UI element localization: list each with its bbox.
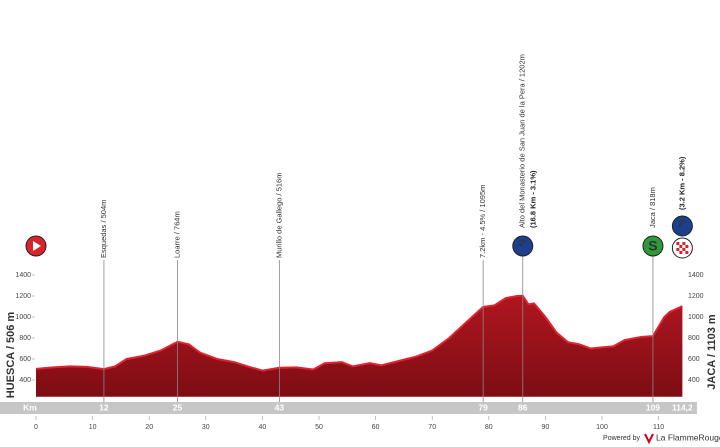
y-tick-label-right: 1200 [688,293,704,300]
waypoint-label: Loarre / 764m [172,211,181,258]
waypoint-label: Esquedas / 504m [99,200,108,258]
x-tick-label: 40 [259,424,267,431]
km-marker: 86 [518,402,528,412]
y-tick-label-right: 1400 [688,272,704,279]
elevation-area [36,295,683,397]
climb-category: 2ª [679,219,686,228]
y-tick-label: 1000 [15,314,31,321]
checker [676,242,680,245]
x-tick-label: 90 [542,424,550,431]
checker [682,242,686,245]
elevation-edge [35,294,683,372]
y-tick-label-right: 800 [688,335,700,342]
x-tick-label: 0 [34,424,38,431]
x-tick-label: 100 [596,424,608,431]
powered-by: Powered by [603,435,640,442]
y-tick-label: 800 [19,335,31,342]
waypoint-label: Alto del Monasterio de San Juan de la Pe… [518,54,527,228]
logo-icon [644,433,654,445]
km-marker: 109 [646,402,660,412]
checker [679,245,683,248]
x-tick-label: 30 [202,424,210,431]
icon [642,235,664,257]
finish-km: 114,2 [672,402,693,412]
checker [676,248,680,251]
y-tick-label-right: 400 [688,377,700,384]
km-marker: 79 [478,402,488,412]
climb-category: 2ª [519,239,526,248]
waypoint-label: Murillo de Gallego / 516m [274,173,283,258]
icon [512,235,534,257]
x-tick-label: 20 [145,424,153,431]
x-tick-label: 60 [372,424,380,431]
sprint-icon: S [648,238,657,254]
icon [671,215,693,237]
y-tick-label: 1200 [15,293,31,300]
checker [682,248,686,251]
y-tick-label: 1400 [15,272,31,279]
y-tick-label: 600 [19,356,31,363]
brand: La FlammeRouge [656,432,720,442]
km-bar [0,402,697,414]
finish-climb: (3.2 Km - 8.2%) [677,156,686,210]
start-label: HUESCA / 506 m [5,312,17,399]
km-marker: 25 [173,402,183,412]
x-tick-label: 70 [428,424,436,431]
km-bar-label: Km [23,402,37,412]
waypoint-label: Jaca / 818m [648,187,657,228]
y-tick-label-right: 600 [688,356,700,363]
x-tick-label: 10 [89,424,97,431]
x-tick-label: 80 [485,424,493,431]
y-tick-label: 400 [19,377,31,384]
waypoint-label: 7.2km - 4.5% / 1095m [478,185,487,258]
finish-label: JACA / 1103 m [706,314,718,390]
y-tick-label-right: 1000 [688,314,704,321]
start-arrow [33,241,41,251]
km-marker: 12 [99,402,109,412]
checker [679,251,683,254]
checker [685,245,689,248]
x-tick-label: 50 [315,424,323,431]
x-tick-label: 110 [653,424,664,431]
checker [685,251,689,254]
waypoint-sublabel: (16.8 Km - 3.1%) [529,170,538,228]
km-marker: 43 [275,402,285,412]
